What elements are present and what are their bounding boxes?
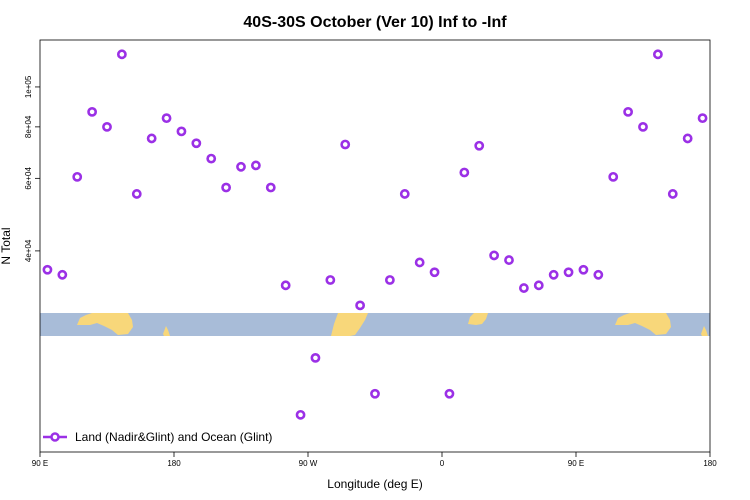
data-point: [116, 49, 127, 60]
x-tick-label: 0: [440, 459, 445, 468]
data-point: [593, 269, 604, 280]
legend-marker: [50, 432, 60, 442]
legend-label: Land (Nadir&Glint) and Ocean (Glint): [75, 430, 272, 444]
land-tasmania-1: [163, 326, 170, 336]
data-point: [414, 257, 425, 268]
land-australia-1: [77, 313, 133, 335]
data-point: [384, 275, 395, 285]
land-africa: [468, 313, 488, 325]
data-point: [444, 388, 455, 399]
data-point: [250, 160, 261, 171]
data-point: [340, 139, 351, 150]
data-point: [206, 153, 217, 164]
data-point: [355, 300, 366, 311]
data-point: [146, 133, 157, 144]
data-point: [638, 121, 648, 132]
x-tick-label: 180: [167, 459, 181, 468]
map-band-land: [77, 313, 708, 336]
data-point: [72, 171, 83, 182]
chart-title: 40S-30S October (Ver 10) Inf to -Inf: [243, 14, 507, 31]
x-tick-label: 90 E: [32, 459, 48, 468]
land-south-america: [331, 313, 368, 336]
data-point: [161, 113, 172, 124]
y-axis: 4e+04 6e+04 8e+04 1e+05: [24, 75, 40, 262]
data-point: [399, 189, 410, 199]
x-tick-label: 90 W: [299, 459, 318, 468]
data-point: [176, 126, 187, 137]
y-tick-label: 8e+04: [24, 115, 33, 138]
data-point: [652, 49, 663, 60]
data-point: [533, 280, 544, 291]
data-point: [221, 182, 232, 193]
data-point: [370, 388, 380, 399]
data-point: [102, 121, 112, 132]
data-point: [131, 189, 142, 199]
map-band-ocean: [40, 313, 710, 336]
data-point: [489, 250, 500, 261]
plot-frame: [39, 39, 711, 453]
x-tick-label: 90 E: [568, 459, 584, 468]
data-points: [42, 49, 708, 420]
data-point: [325, 275, 336, 285]
land-tasmania-2: [701, 326, 708, 336]
y-axis-label: N Total: [0, 227, 13, 264]
x-axis: 90 E 180 90 W 0 90 E 180: [32, 452, 717, 468]
data-point: [459, 167, 470, 178]
data-point: [295, 409, 306, 420]
data-point: [608, 171, 619, 182]
data-point: [578, 264, 589, 275]
data-point: [87, 106, 98, 117]
y-tick-label: 1e+05: [24, 75, 33, 98]
data-point: [697, 113, 708, 124]
data-point: [623, 106, 634, 117]
x-tick-label: 180: [703, 459, 717, 468]
data-point: [563, 267, 574, 278]
x-axis-label: Longitude (deg E): [327, 477, 422, 491]
land-australia-2: [615, 313, 671, 335]
map-band: [40, 313, 710, 336]
legend: Land (Nadir&Glint) and Ocean (Glint): [43, 430, 272, 444]
data-point: [667, 189, 678, 199]
data-point: [682, 133, 693, 144]
data-point: [474, 140, 485, 151]
data-point: [280, 280, 291, 291]
data-point: [191, 138, 202, 149]
data-point: [57, 269, 68, 280]
data-point: [504, 255, 514, 265]
data-point: [518, 283, 529, 293]
data-point: [548, 269, 559, 280]
data-point: [265, 182, 276, 193]
data-point: [310, 352, 321, 363]
data-point: [429, 267, 440, 278]
y-tick-label: 4e+04: [24, 239, 33, 262]
data-point: [42, 264, 53, 275]
data-point: [236, 161, 246, 172]
y-tick-label: 6e+04: [24, 167, 33, 190]
